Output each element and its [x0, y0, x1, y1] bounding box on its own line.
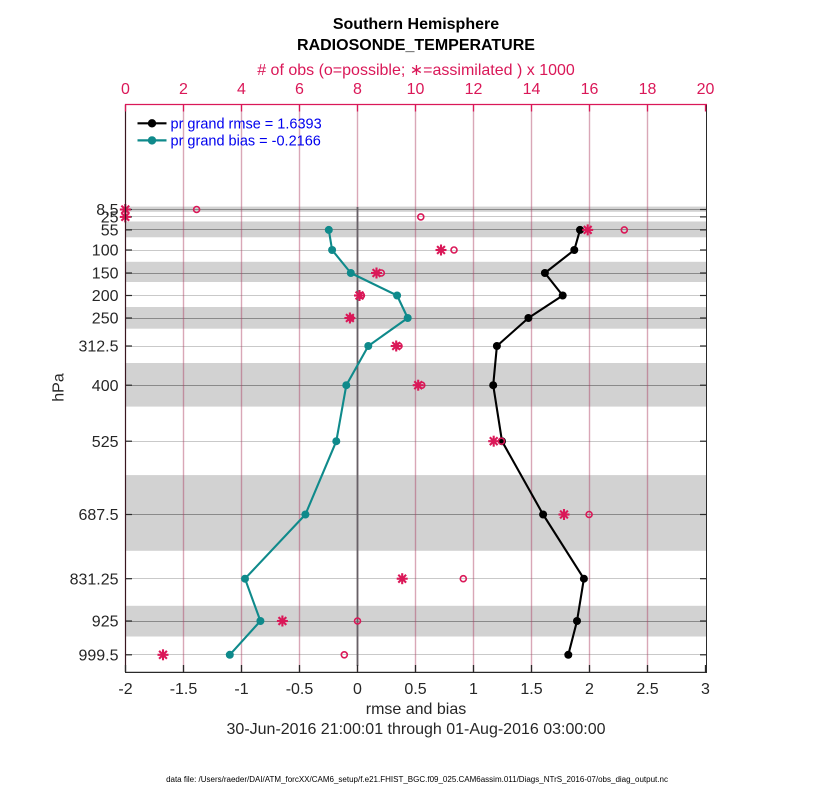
svg-text:999.5: 999.5: [78, 648, 118, 665]
svg-text:312.5: 312.5: [78, 339, 118, 356]
svg-text:400: 400: [92, 378, 119, 395]
svg-text:831.25: 831.25: [70, 571, 119, 588]
svg-text:12: 12: [465, 81, 483, 98]
svg-text:pr grand bias = -0.2166: pr grand bias = -0.2166: [171, 133, 321, 149]
svg-text:# of obs (o=possible; ∗=assimi: # of obs (o=possible; ∗=assimilated ) x …: [257, 62, 575, 79]
svg-text:1.5: 1.5: [520, 681, 542, 698]
svg-text:2.5: 2.5: [636, 681, 658, 698]
svg-text:14: 14: [523, 81, 541, 98]
svg-text:8: 8: [353, 81, 362, 98]
svg-text:1: 1: [469, 681, 478, 698]
svg-text:55: 55: [101, 223, 119, 240]
svg-text:RADIOSONDE_TEMPERATURE: RADIOSONDE_TEMPERATURE: [297, 37, 535, 54]
svg-text:250: 250: [92, 311, 119, 328]
svg-text:4: 4: [237, 81, 246, 98]
svg-text:-1: -1: [234, 681, 248, 698]
svg-text:Southern Hemisphere: Southern Hemisphere: [333, 16, 499, 33]
svg-text:data file: /Users/raeder/DAI/A: data file: /Users/raeder/DAI/ATM_forcXX/…: [166, 775, 668, 784]
svg-text:0: 0: [121, 81, 130, 98]
svg-text:925: 925: [92, 614, 119, 631]
svg-text:0: 0: [353, 681, 362, 698]
svg-text:200: 200: [92, 288, 119, 305]
svg-text:16: 16: [581, 81, 599, 98]
svg-text:100: 100: [92, 243, 119, 260]
svg-text:20: 20: [697, 81, 715, 98]
svg-text:-1.5: -1.5: [170, 681, 198, 698]
svg-text:0.5: 0.5: [404, 681, 426, 698]
svg-text:30-Jun-2016 21:00:01 through 0: 30-Jun-2016 21:00:01 through 01-Aug-2016…: [227, 721, 606, 738]
svg-text:25: 25: [101, 210, 119, 227]
svg-text:rmse and bias: rmse and bias: [366, 701, 467, 718]
svg-text:687.5: 687.5: [78, 507, 118, 524]
svg-text:10: 10: [407, 81, 425, 98]
svg-text:150: 150: [92, 266, 119, 283]
svg-text:525: 525: [92, 434, 119, 451]
svg-text:3: 3: [701, 681, 710, 698]
svg-text:18: 18: [639, 81, 657, 98]
svg-text:pr grand rmse = 1.6393: pr grand rmse = 1.6393: [171, 116, 322, 132]
svg-text:-2: -2: [118, 681, 132, 698]
svg-text:-0.5: -0.5: [286, 681, 314, 698]
svg-text:2: 2: [179, 81, 188, 98]
svg-text:hPa: hPa: [51, 373, 68, 402]
svg-text:8.5: 8.5: [96, 202, 118, 219]
svg-text:2: 2: [585, 681, 594, 698]
svg-text:6: 6: [295, 81, 304, 98]
